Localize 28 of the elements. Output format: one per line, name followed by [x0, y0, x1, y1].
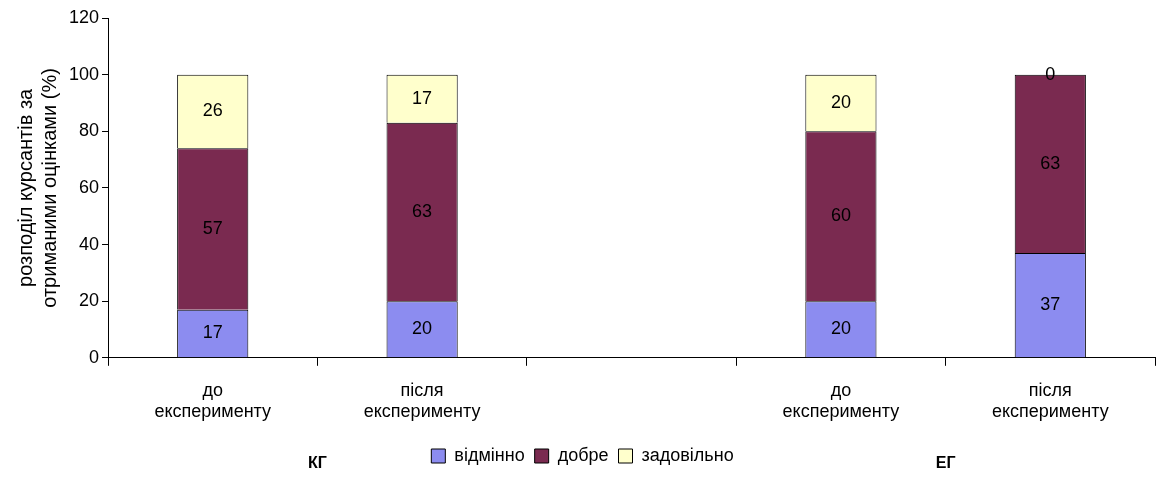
y-tick-label: 100	[68, 63, 100, 84]
data-label: 57	[202, 217, 223, 238]
data-label: 20	[412, 318, 433, 339]
data-label: 17	[202, 322, 223, 343]
data-label: 20	[830, 91, 851, 112]
y-tick-label: 120	[68, 6, 100, 27]
x-tick-label: після експерименту	[363, 379, 481, 422]
data-label: 63	[1040, 152, 1061, 173]
y-axis-title: розподіл курсантів за отриманими оцінками (%)	[13, 68, 60, 308]
data-label: 17	[412, 87, 433, 108]
text: КГ	[308, 454, 327, 472]
data-label: 60	[830, 205, 851, 226]
y-tick-label: 60	[79, 176, 100, 197]
data-label: 26	[202, 100, 223, 121]
legend-label: відмінно	[454, 444, 525, 465]
y-tick-label: 20	[79, 290, 100, 311]
x-tick-label: до експерименту	[154, 379, 272, 422]
data-label: 20	[830, 318, 851, 339]
y-tick-label: 80	[79, 120, 100, 141]
x-tick-label: після експерименту	[991, 379, 1109, 422]
y-tick-label: 0	[89, 346, 100, 367]
x-tick-label: до експерименту	[782, 379, 900, 422]
legend-label: задовільно	[641, 444, 734, 465]
y-tick-label: 40	[79, 233, 100, 254]
legend-label: добре	[557, 444, 609, 465]
text: ЕГ	[935, 454, 956, 472]
data-label: 63	[412, 200, 433, 221]
data-label: 37	[1040, 294, 1061, 315]
